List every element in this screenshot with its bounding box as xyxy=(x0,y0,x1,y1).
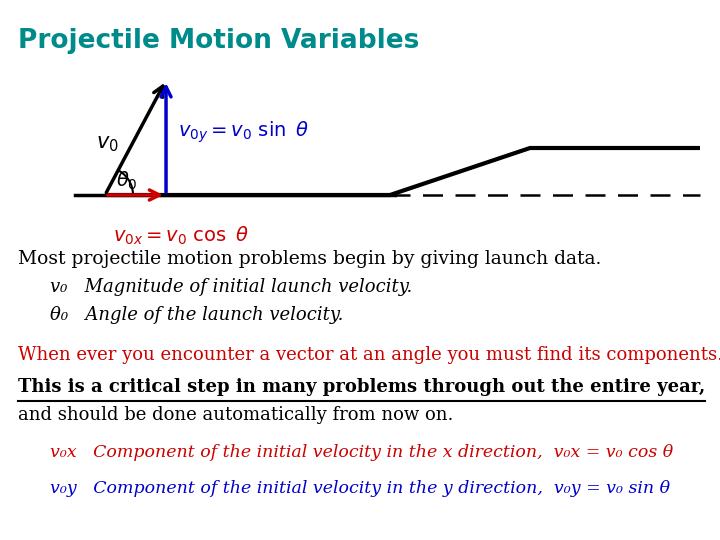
Text: v₀   Magnitude of initial launch velocity.: v₀ Magnitude of initial launch velocity. xyxy=(50,278,413,296)
Text: $v_0$: $v_0$ xyxy=(96,134,119,154)
Text: and should be done automatically from now on.: and should be done automatically from no… xyxy=(18,406,454,424)
Text: Most projectile motion problems begin by giving launch data.: Most projectile motion problems begin by… xyxy=(18,250,601,268)
Text: When ever you encounter a vector at an angle you must find its components.: When ever you encounter a vector at an a… xyxy=(18,346,720,364)
Text: θ₀   Angle of the launch velocity.: θ₀ Angle of the launch velocity. xyxy=(50,306,343,324)
Text: $\theta_0$: $\theta_0$ xyxy=(116,170,138,192)
Text: This is a critical step in many problems through out the entire year,: This is a critical step in many problems… xyxy=(18,378,706,396)
Text: v₀y   Component of the initial velocity in the y direction,  v₀y = v₀ sin θ: v₀y Component of the initial velocity in… xyxy=(50,480,670,497)
Text: $v_{0y}= v_0\ \sin\ \theta$: $v_{0y}= v_0\ \sin\ \theta$ xyxy=(178,120,309,145)
Text: Projectile Motion Variables: Projectile Motion Variables xyxy=(18,28,419,54)
Text: $v_{0x}= v_0\ \cos\ \theta$: $v_{0x}= v_0\ \cos\ \theta$ xyxy=(113,225,249,247)
Text: v₀x   Component of the initial velocity in the x direction,  v₀x = v₀ cos θ: v₀x Component of the initial velocity in… xyxy=(50,444,673,461)
